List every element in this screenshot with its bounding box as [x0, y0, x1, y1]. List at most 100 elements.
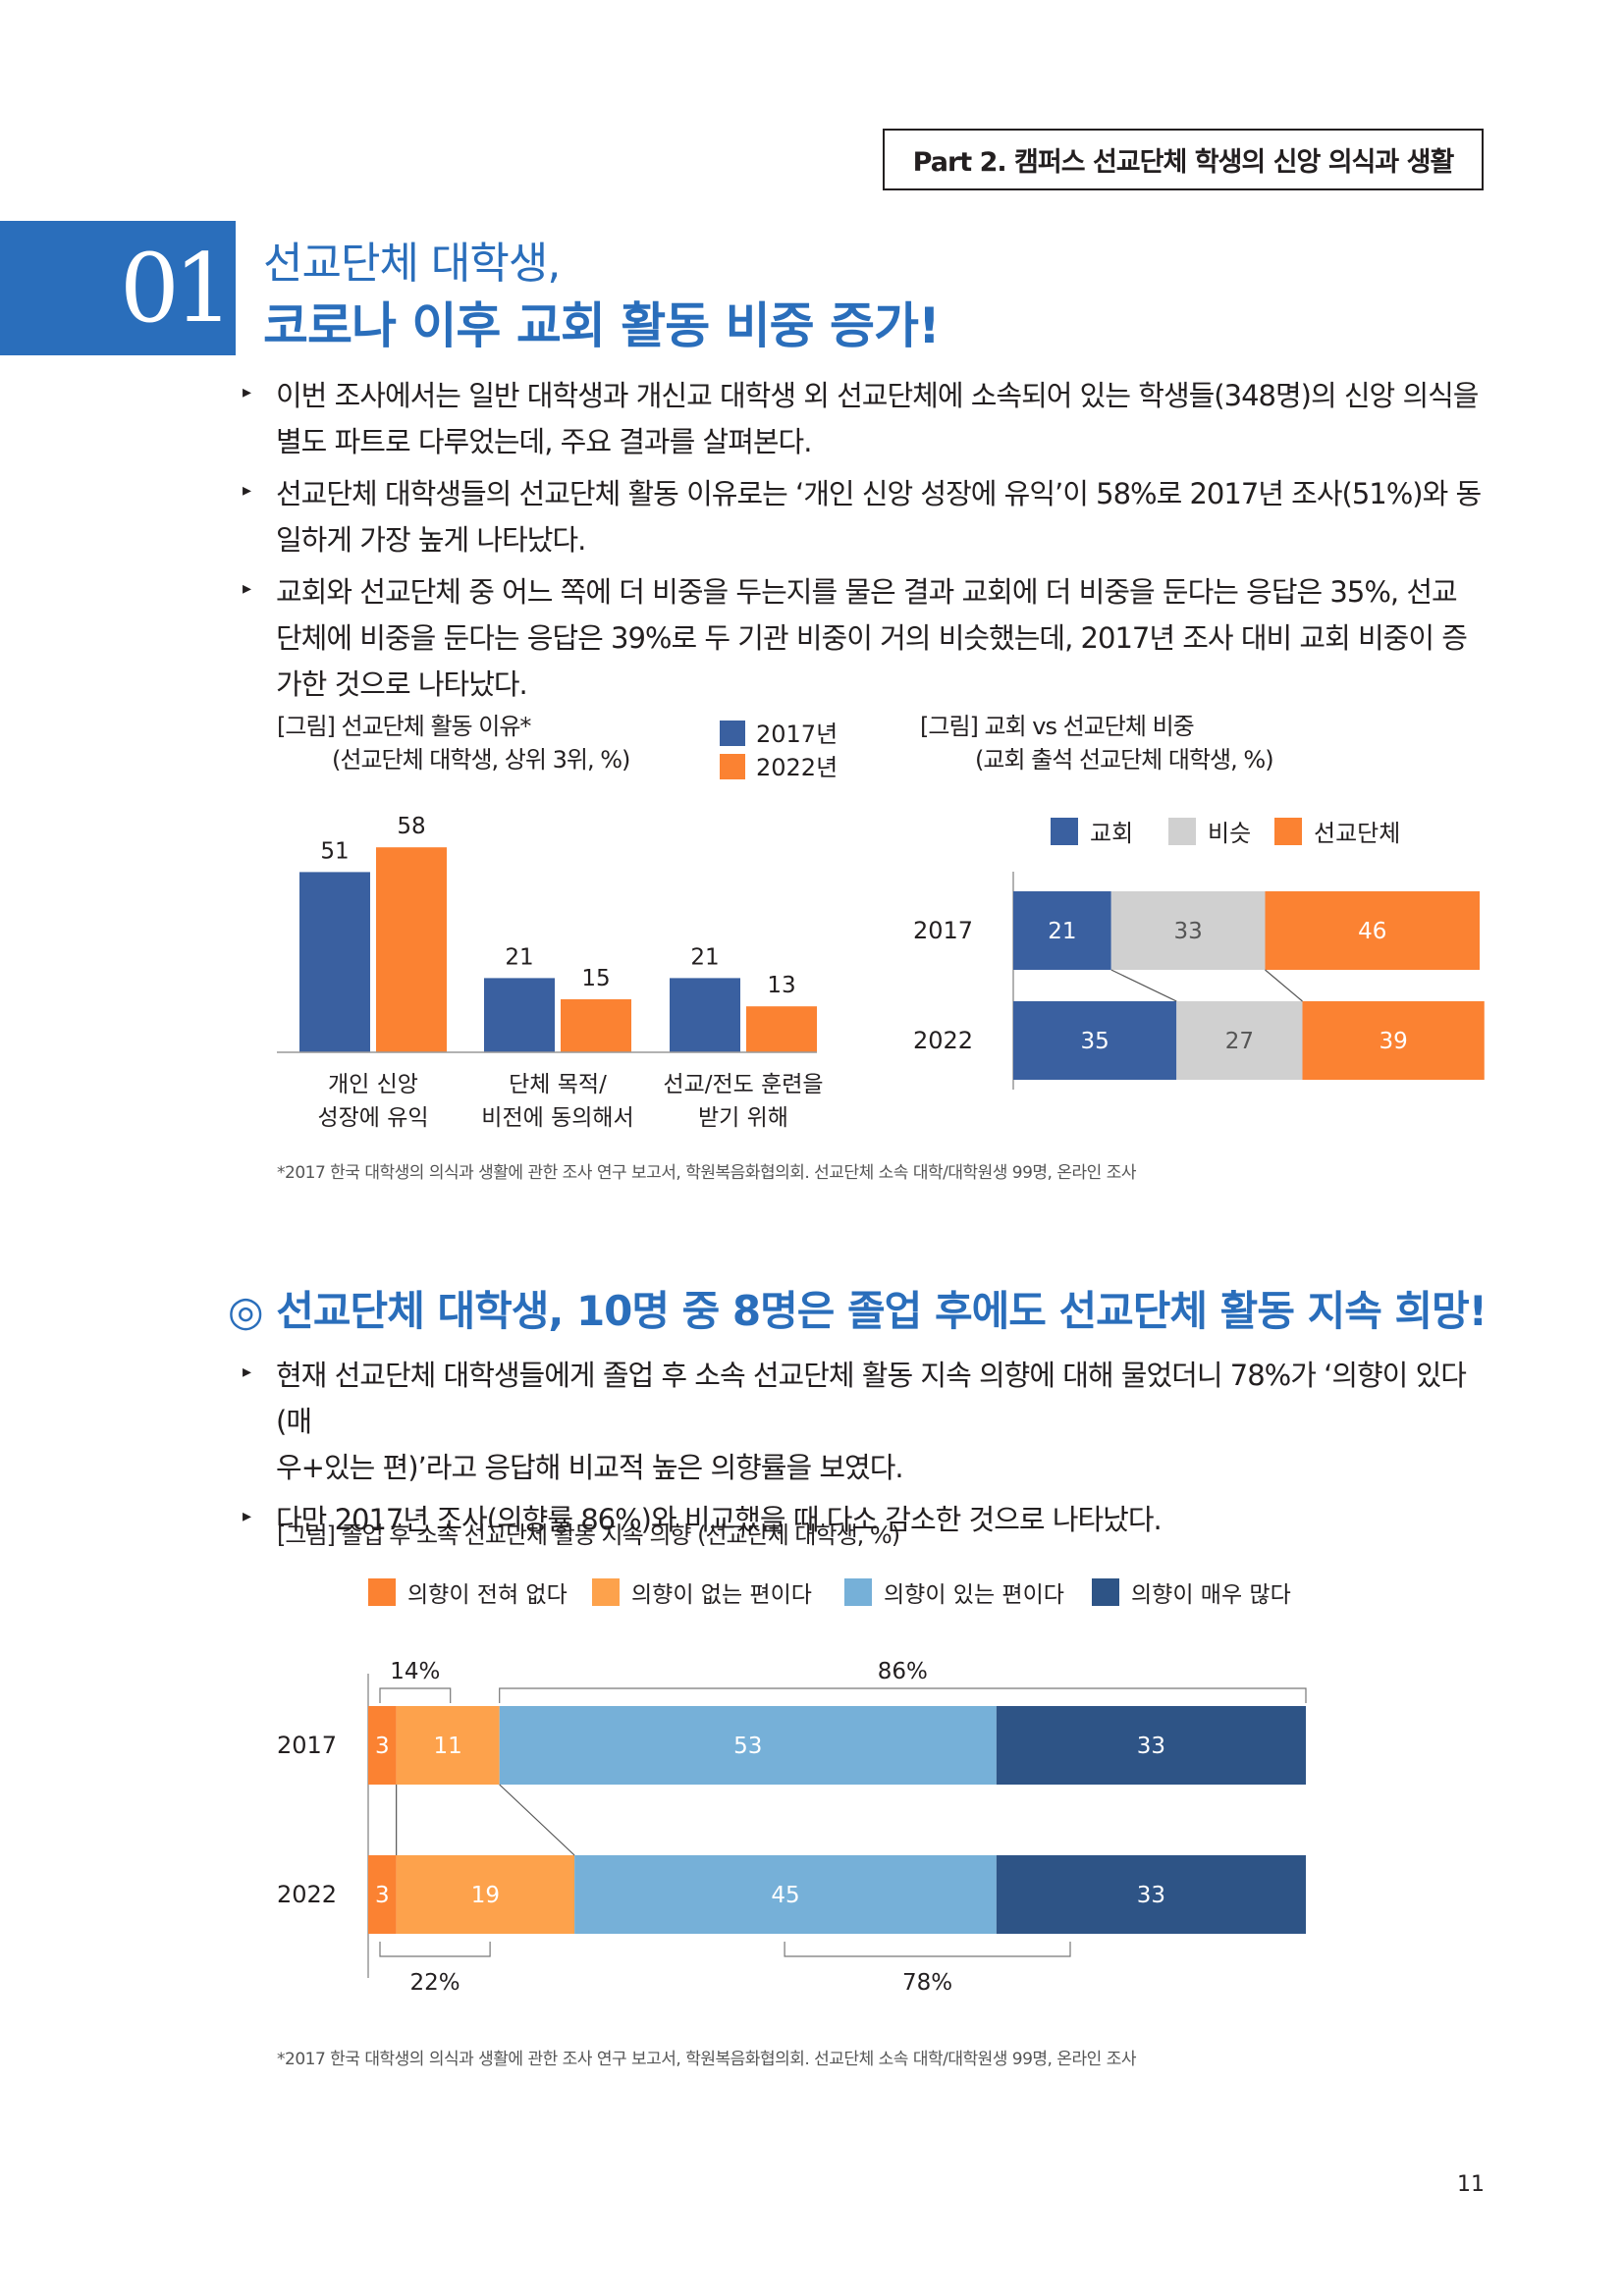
bullet-item: ▸ 다만 2017년 조사(의향률 86%)와 비교했을 때 다소 감소한 것으… — [243, 1497, 1489, 1543]
data-label: 58 — [397, 814, 425, 839]
legend-label: 2017년 — [756, 721, 838, 748]
bar-segment — [368, 1855, 397, 1934]
connector-line — [499, 1784, 575, 1856]
bullet-line: 우+있는 편)’라고 응답해 비교적 높은 의향률을 보였다. — [276, 1451, 904, 1484]
data-label: 21 — [1048, 919, 1076, 944]
data-label: 19 — [471, 1883, 500, 1908]
legend-label: 선교단체 — [1314, 820, 1400, 847]
bar-segment — [574, 1855, 997, 1934]
fig1-subcaption: (선교단체 대학생, 상위 3위, %) — [332, 746, 630, 774]
bullet-item: ▸ 현재 선교단체 대학생들에게 졸업 후 소속 선교단체 활동 지속 의향에 … — [243, 1353, 1489, 1491]
bracket-label: 78% — [902, 1970, 952, 1996]
bullet-item: ▸ 선교단체 대학생들의 선교단체 활동 이유로는 ‘개인 신앙 성장에 유익’… — [243, 471, 1489, 563]
continuation-intent-stacked-chart: 의향이 전혀 없다 의향이 없는 편이다 의향이 있는 편이다 의향이 매우 많다 20… — [277, 1578, 1307, 1996]
footnote: *2017 한국 대학생의 의식과 생활에 관한 조사 연구 보고서, 학원복음… — [277, 2050, 1136, 2069]
bar — [670, 978, 740, 1052]
category-label: 받기 위해 — [698, 1105, 788, 1131]
fig1-caption: [그림] 선교단체 활동 이유* — [277, 713, 531, 740]
row-label: 2022 — [277, 1881, 337, 1908]
fig3-caption: [그림] 졸업 후 소속 선교단체 활동 지속 의향 (선교단체 대학생, %) — [277, 1522, 900, 1549]
bar-segment — [396, 1706, 500, 1785]
data-label: 27 — [1225, 1029, 1254, 1054]
bar-segment — [396, 1855, 575, 1934]
bar-segment — [1302, 1001, 1485, 1080]
legend-label: 의향이 없는 편이다 — [631, 1582, 812, 1608]
fig2-subcaption: (교회 출석 선교단체 대학생, %) — [975, 746, 1274, 774]
triangle-bullet-icon: ▸ — [243, 1506, 251, 1526]
connector-line — [1110, 969, 1177, 1002]
section2-bullets: ▸ 현재 선교단체 대학생들에게 졸업 후 소속 선교단체 활동 지속 의향에 … — [243, 1353, 1489, 1549]
legend-label: 의향이 있는 편이다 — [884, 1582, 1064, 1608]
bullet-line: 다만 2017년 조사(의향률 86%)와 비교했을 때 다소 감소한 것으로 … — [276, 1503, 1163, 1536]
section2-title: ◎ 선교단체 대학생, 10명 중 8명은 졸업 후에도 선교단체 활동 지속 … — [228, 1287, 1488, 1335]
data-label: 11 — [434, 1734, 462, 1759]
data-label: 21 — [505, 944, 533, 970]
fig2-caption: [그림] 교회 vs 선교단체 비중 — [920, 713, 1195, 740]
bullet-line: 선교단체 대학생들의 선교단체 활동 이유로는 ‘개인 신앙 성장에 유익’이 … — [276, 477, 1482, 510]
data-label: 35 — [1080, 1029, 1109, 1054]
section-title-line1: 선교단체 대학생, — [263, 239, 561, 289]
triangle-bullet-icon: ▸ — [243, 382, 251, 402]
data-label: 3 — [375, 1883, 390, 1908]
bar-segment — [1013, 1001, 1177, 1080]
triangle-bullet-icon: ▸ — [243, 1362, 251, 1382]
row-label: 2022 — [913, 1027, 973, 1054]
data-label: 33 — [1137, 1734, 1165, 1759]
bracket-label: 14% — [390, 1659, 440, 1684]
bullet-line: 일하게 가장 높게 나타났다. — [276, 523, 586, 557]
connector-line — [1265, 969, 1303, 1002]
bullet-item: ▸ 이번 조사에서는 일반 대학생과 개신교 대학생 외 선교단체에 소속되어 … — [243, 373, 1489, 465]
bullet-line: 교회와 선교단체 중 어느 쪽에 더 비중을 두는지를 물은 결과 교회에 더 … — [276, 575, 1458, 609]
bar — [484, 978, 555, 1052]
bar-segment — [996, 1855, 1306, 1934]
category-label: 개인 신앙 — [328, 1072, 418, 1097]
bar — [376, 847, 447, 1052]
data-label: 46 — [1358, 919, 1386, 944]
bar-segment — [1265, 891, 1480, 970]
part-label: Part 2. 캠퍼스 선교단체 학생의 신앙 의식과 생활 — [883, 129, 1484, 190]
church-vs-mission-stacked-chart: 교회 비슷 선교단체 2017 21 33 46 2022 35 27 39 — [913, 818, 1485, 1090]
footnote: *2017 한국 대학생의 의식과 생활에 관한 조사 연구 보고서, 학원복음… — [277, 1163, 1136, 1183]
data-label: 15 — [581, 966, 610, 991]
bar — [746, 1006, 817, 1052]
bracket-line — [499, 1687, 1307, 1703]
bar-segment — [368, 1706, 397, 1785]
legend-swatch — [1092, 1578, 1119, 1606]
bullet-line: 가한 것으로 나타났다. — [276, 667, 528, 701]
category-label: 단체 목적/ — [509, 1072, 607, 1097]
legend-swatch — [720, 754, 745, 779]
data-label: 33 — [1137, 1883, 1165, 1908]
bracket-line — [379, 1687, 452, 1703]
data-label: 51 — [320, 838, 349, 864]
triangle-bullet-icon: ▸ — [243, 578, 251, 599]
bar-segment — [499, 1706, 997, 1785]
data-label: 33 — [1173, 919, 1202, 944]
page-number: 11 — [1457, 2172, 1485, 2197]
legend-swatch — [720, 721, 745, 746]
bullet-line: 단체에 비중을 둔다는 응답은 39%로 두 기관 비중이 거의 비슷했는데, … — [276, 621, 1468, 655]
data-label: 53 — [733, 1734, 762, 1759]
legend-swatch — [844, 1578, 872, 1606]
legend-label: 비슷 — [1208, 820, 1251, 847]
category-label: 비전에 동의해서 — [481, 1105, 633, 1131]
row-label: 2017 — [913, 917, 973, 944]
legend-swatch — [1051, 818, 1078, 845]
data-label: 3 — [375, 1734, 390, 1759]
category-label: 선교/전도 훈련을 — [663, 1072, 823, 1097]
row-label: 2017 — [277, 1732, 337, 1759]
bracket-line — [379, 1942, 491, 1957]
legend-label: 2022년 — [756, 754, 838, 781]
bullet-line: 현재 선교단체 대학생들에게 졸업 후 소속 선교단체 활동 지속 의향에 대해… — [276, 1359, 1467, 1438]
legend-swatch — [1168, 818, 1196, 845]
legend-label: 의향이 전혀 없다 — [407, 1582, 568, 1608]
bracket-line — [784, 1942, 1071, 1957]
bullet-item: ▸ 교회와 선교단체 중 어느 쪽에 더 비중을 두는지를 물은 결과 교회에 … — [243, 569, 1489, 708]
bar-segment — [996, 1706, 1306, 1785]
bar-segment — [1013, 891, 1111, 970]
bar — [299, 872, 370, 1052]
data-label: 39 — [1379, 1029, 1407, 1054]
legend-label: 의향이 매우 많다 — [1131, 1582, 1291, 1608]
data-label: 45 — [771, 1883, 799, 1908]
bar-segment — [1110, 891, 1266, 970]
legend-swatch — [368, 1578, 396, 1606]
